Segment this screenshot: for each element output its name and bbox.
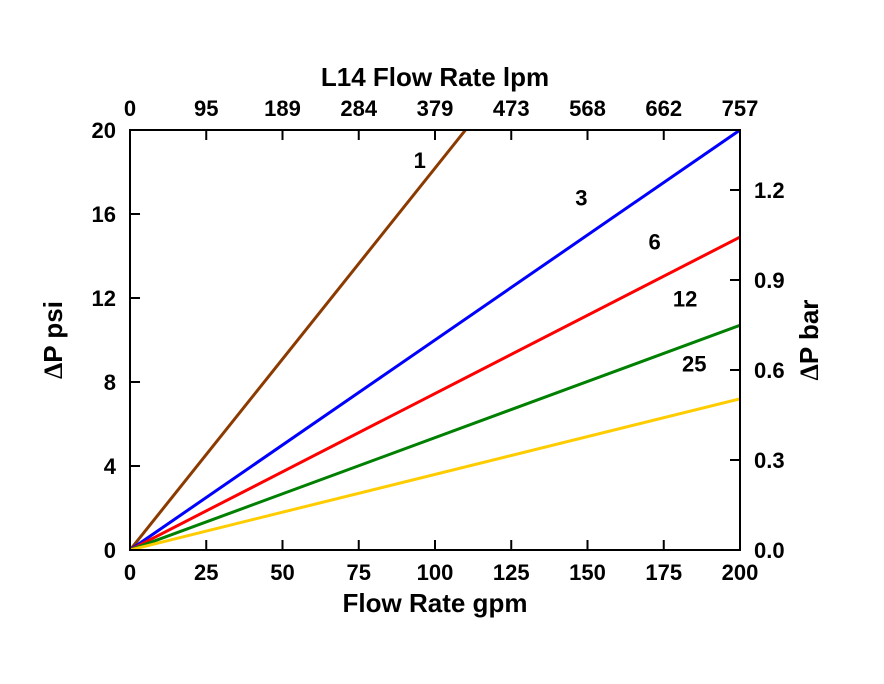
xtick-label-top: 284 xyxy=(340,96,377,121)
xtick-label-top: 379 xyxy=(417,96,454,121)
xtick-label-bottom: 200 xyxy=(722,560,759,585)
xtick-label-bottom: 150 xyxy=(569,560,606,585)
y-axis-left-label: ΔP psi xyxy=(38,301,68,379)
xtick-label-bottom: 0 xyxy=(124,560,136,585)
xtick-label-bottom: 100 xyxy=(417,560,454,585)
xtick-label-bottom: 50 xyxy=(270,560,294,585)
ytick-label-left: 8 xyxy=(104,370,116,395)
x-axis-top-label: L14 Flow Rate lpm xyxy=(321,62,549,92)
series-label-1: 1 xyxy=(414,148,426,173)
xtick-label-top: 473 xyxy=(493,96,530,121)
y-axis-right-label: ΔP bar xyxy=(794,300,824,381)
ytick-label-right: 0.0 xyxy=(754,538,785,563)
ytick-label-left: 16 xyxy=(92,202,116,227)
series-label-6: 6 xyxy=(648,230,660,255)
xtick-label-bottom: 125 xyxy=(493,560,530,585)
ytick-label-right: 0.6 xyxy=(754,358,785,383)
ytick-label-left: 0 xyxy=(104,538,116,563)
ytick-label-left: 20 xyxy=(92,118,116,143)
xtick-label-top: 662 xyxy=(645,96,682,121)
ytick-label-right: 0.9 xyxy=(754,268,785,293)
chart-container: 0255075100125150175200Flow Rate gpm09518… xyxy=(0,0,884,684)
ytick-label-left: 4 xyxy=(104,454,117,479)
xtick-label-top: 568 xyxy=(569,96,606,121)
series-label-25: 25 xyxy=(682,352,706,377)
x-axis-bottom-label: Flow Rate gpm xyxy=(343,588,528,618)
series-label-12: 12 xyxy=(673,286,697,311)
ytick-label-left: 12 xyxy=(92,286,116,311)
xtick-label-bottom: 175 xyxy=(645,560,682,585)
xtick-label-top: 189 xyxy=(264,96,301,121)
xtick-label-bottom: 25 xyxy=(194,560,218,585)
ytick-label-right: 0.3 xyxy=(754,448,785,473)
ytick-label-right: 1.2 xyxy=(754,178,785,203)
xtick-label-bottom: 75 xyxy=(347,560,371,585)
line-chart: 0255075100125150175200Flow Rate gpm09518… xyxy=(0,0,884,684)
xtick-label-top: 95 xyxy=(194,96,218,121)
xtick-label-top: 757 xyxy=(722,96,759,121)
xtick-label-top: 0 xyxy=(124,96,136,121)
series-label-3: 3 xyxy=(575,186,587,211)
